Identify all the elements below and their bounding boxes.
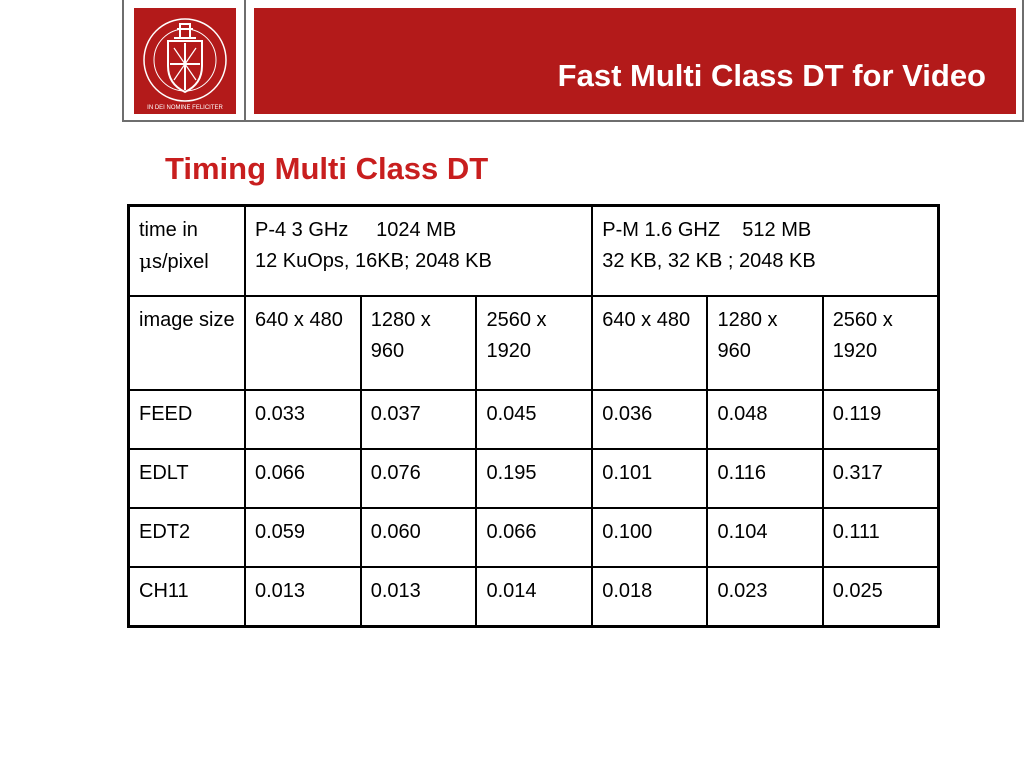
- row-label-cell: EDT2: [127, 507, 246, 568]
- value-cell: 0.100: [591, 507, 709, 568]
- value-cell: 0.036: [591, 389, 709, 450]
- corner-cell: time in μs/pixel: [127, 204, 246, 297]
- value-cell: 0.101: [591, 448, 709, 509]
- machine-pm-cache: 32 KB, 32 KB ; 2048 KB: [602, 250, 816, 272]
- seal-motto: IN DEI NOMINE FELICITER: [147, 105, 223, 111]
- value-cell: 0.119: [821, 389, 940, 450]
- value-cell: 0.018: [591, 566, 709, 628]
- size-cell: 640 x 480: [591, 295, 709, 391]
- value-cell: 0.014: [475, 566, 594, 628]
- value-cell: 0.116: [706, 448, 824, 509]
- table-row: CH11 0.013 0.013 0.014 0.018 0.023 0.025: [127, 566, 940, 628]
- value-cell: 0.104: [706, 507, 824, 568]
- value-cell: 0.013: [359, 566, 478, 628]
- size-cell: 2560 x 1920: [821, 295, 940, 391]
- machine-p4-cache: 12 KuOps, 16KB; 2048 KB: [254, 250, 492, 272]
- value-cell: 0.059: [243, 507, 362, 568]
- mu-symbol: μ: [139, 249, 152, 273]
- value-cell: 0.023: [706, 566, 824, 628]
- machine-p4-spec: P-4 3 GHz 1024 MB: [254, 219, 457, 241]
- corner-label-line2: s/pixel: [152, 251, 209, 273]
- machine-pm-spec: P-M 1.6 GHZ 512 MB: [602, 219, 812, 241]
- slide-subtitle: Timing Multi Class DT: [165, 151, 489, 186]
- row-label-cell: CH11: [127, 566, 246, 628]
- value-cell: 0.037: [359, 389, 478, 450]
- value-cell: 0.076: [359, 448, 478, 509]
- value-cell: 0.066: [475, 507, 594, 568]
- size-cell: 640 x 480: [243, 295, 362, 391]
- row-label-cell: FEED: [127, 389, 246, 450]
- logo-box: IN DEI NOMINE FELICITER: [122, 0, 246, 122]
- logo-panel: IN DEI NOMINE FELICITER: [134, 8, 236, 114]
- value-cell: 0.066: [243, 448, 362, 509]
- value-cell: 0.025: [821, 566, 940, 628]
- machine-header-p4: P-4 3 GHz 1024 MB 12 KuOps, 16KB; 2048 K…: [243, 204, 594, 297]
- row-label-cell: image size: [127, 295, 246, 391]
- table-row: FEED 0.033 0.037 0.045 0.036 0.048 0.119: [127, 389, 940, 450]
- table-header-row: time in μs/pixel P-4 3 GHz 1024 MB 12 Ku…: [127, 204, 940, 297]
- value-cell: 0.195: [475, 448, 594, 509]
- value-cell: 0.033: [243, 389, 362, 450]
- title-bar: Fast Multi Class DT for Video: [254, 8, 1016, 114]
- corner-label-line1: time in: [139, 219, 198, 241]
- size-cell: 1280 x 960: [706, 295, 824, 391]
- header-frame: [122, 0, 1024, 122]
- table-row: EDLT 0.066 0.076 0.195 0.101 0.116 0.317: [127, 448, 940, 509]
- row-label-cell: EDLT: [127, 448, 246, 509]
- value-cell: 0.048: [706, 389, 824, 450]
- machine-header-pm: P-M 1.6 GHZ 512 MB 32 KB, 32 KB ; 2048 K…: [591, 204, 940, 297]
- university-seal-icon: IN DEI NOMINE FELICITER: [143, 18, 227, 111]
- size-cell: 2560 x 1920: [475, 295, 594, 391]
- size-cell: 1280 x 960: [359, 295, 478, 391]
- slide-title: Fast Multi Class DT for Video: [557, 58, 986, 93]
- value-cell: 0.317: [821, 448, 940, 509]
- value-cell: 0.013: [243, 566, 362, 628]
- table-row: EDT2 0.059 0.060 0.066 0.100 0.104 0.111: [127, 507, 940, 568]
- value-cell: 0.045: [475, 389, 594, 450]
- table-row-image-size: image size 640 x 480 1280 x 960 2560 x 1…: [127, 295, 940, 391]
- timing-table: time in μs/pixel P-4 3 GHz 1024 MB 12 Ku…: [127, 204, 940, 628]
- value-cell: 0.111: [821, 507, 940, 568]
- value-cell: 0.060: [359, 507, 478, 568]
